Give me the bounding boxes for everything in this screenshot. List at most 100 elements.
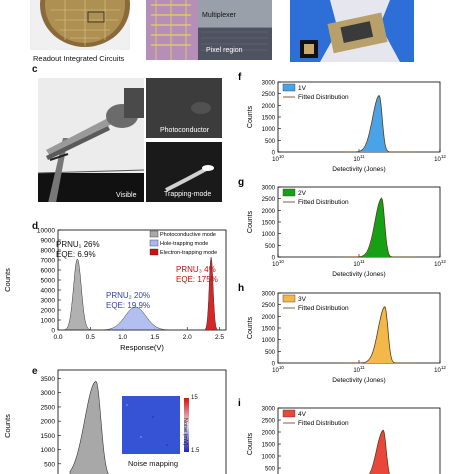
legend-label-3: Electron-trapping mode	[160, 250, 217, 256]
legend-swatch-3	[149, 248, 159, 256]
y-tick-label: 1000	[41, 318, 56, 325]
noise-map-texture	[122, 396, 180, 454]
x-axis-label: Response(V)	[120, 343, 164, 352]
y-tick-label: 3000	[262, 186, 276, 192]
y-tick-label: 500	[265, 244, 276, 250]
y-tick-label: 2500	[262, 303, 276, 309]
panel-d-ann3-eqe: EQE: 175%	[176, 275, 218, 284]
chart-g: g 0 500 1000 1500 2000 2500 3000 Counts 1010 1011 1…	[238, 177, 446, 278]
plot-frame	[277, 186, 441, 258]
panel-d-ann1-eqe: EQE: 6.9%	[56, 250, 96, 259]
panel-d-ann2-prnu: PRNU₂ 20%	[106, 291, 151, 300]
legend-main-label: 3V	[298, 296, 307, 303]
x-tick-label: 1010	[272, 259, 284, 268]
noise-mapping-label: Noise mapping	[128, 459, 179, 468]
wafer-caption: Readout Integrated Circuits	[33, 54, 125, 63]
panel-letter: i	[238, 398, 241, 409]
y-tick-label: 500	[44, 461, 55, 468]
x-tick-label: 0.0	[53, 334, 62, 341]
panel-letter: h	[238, 283, 244, 294]
tweezers-image	[38, 78, 144, 202]
y-tick-label: 10000	[37, 228, 55, 235]
y-tick-label: 4000	[41, 288, 56, 295]
y-tick-label: 2000	[262, 315, 276, 321]
panel-d-ann3-prnu: PRNU₃ 4%	[176, 265, 216, 274]
y-axis-label: Counts	[3, 268, 12, 292]
y-tick-label: 3000	[262, 81, 276, 87]
chart-f: f 0 500 1000 1500 2000 2500 3000 Counts 1010 1011 1…	[238, 72, 446, 173]
y-axis-label: Counts	[247, 316, 254, 339]
series-area-3	[58, 256, 226, 331]
legend-main-label: 2V	[298, 190, 307, 197]
y-axis-label: Counts	[247, 105, 254, 128]
chart-i: i 500 1000 1500 2000 2500 3000 Counts 4V Fitted D…	[238, 398, 441, 474]
chart-d: 0 1000 2000 3000 4000 5000 6000 7000 8000 9000 100…	[3, 228, 227, 352]
x-tick-label: 1010	[272, 365, 284, 374]
y-tick-label: 6000	[41, 268, 56, 275]
y-tick-label: 2500	[262, 92, 276, 98]
panel-d-ann2-eqe: EQE: 19.9%	[106, 301, 151, 310]
noise-histogram	[69, 381, 109, 474]
photoconductor-texture	[146, 78, 222, 138]
legend-fit-label: Fitted Distribution	[298, 420, 349, 427]
y-tick-label: 0	[272, 151, 276, 157]
y-tick-label: 3000	[41, 390, 56, 397]
x-tick-label: 2.5	[215, 334, 224, 341]
x-tick-label: 1011	[353, 154, 365, 163]
y-tick-label: 7000	[41, 258, 56, 265]
y-tick-label: 1000	[262, 455, 276, 461]
y-tick-label: 2000	[41, 419, 56, 426]
pixel-region-label: Pixel region	[206, 47, 243, 54]
trapping-image	[146, 142, 222, 202]
y-tick-label: 1500	[262, 116, 276, 122]
x-tick-label: 2.0	[183, 334, 192, 341]
y-tick-label: 2000	[262, 104, 276, 110]
wafer-photo	[30, 0, 130, 50]
y-tick-label: 500	[265, 139, 276, 145]
device-image	[290, 0, 414, 62]
y-tick-label: 500	[265, 350, 276, 356]
chip-photo	[146, 0, 272, 60]
y-axis-label: Counts	[3, 414, 12, 438]
y-tick-label: 1500	[41, 433, 56, 440]
panel-c-letter: c	[32, 64, 38, 75]
photoconductor-label: Photoconductor	[160, 127, 210, 134]
x-axis-label: Detectivity (Jones)	[332, 271, 385, 278]
histogram-area	[342, 305, 416, 363]
y-tick-label: 2500	[262, 197, 276, 203]
fitted-curve	[342, 198, 416, 258]
y-tick-label: 500	[265, 467, 276, 473]
x-axis-label: Detectivity (Jones)	[332, 166, 385, 173]
y-tick-label: 2500	[262, 419, 276, 425]
chart-h: h 0 500 1000 1500 2000 2500 3000 Counts 1010 1011 1…	[238, 283, 446, 384]
x-tick-label: 1.0	[118, 334, 127, 341]
y-tick-label: 1000	[262, 338, 276, 344]
y-tick-label: 9000	[41, 238, 56, 245]
noise-colorbar	[184, 398, 189, 452]
panel-c-visible-photo	[38, 78, 144, 202]
y-tick-label: 2000	[262, 209, 276, 215]
y-tick-label: 0	[272, 362, 276, 368]
y-tick-label: 2500	[41, 404, 56, 411]
photoconductor-image	[146, 78, 222, 138]
y-tick-label: 0	[272, 256, 276, 262]
x-tick-label: 1012	[434, 365, 446, 374]
plot-frame	[277, 292, 441, 364]
y-tick-label: 3000	[262, 407, 276, 413]
histogram-area	[342, 197, 416, 257]
histogram-area	[369, 429, 390, 474]
y-tick-label: 8000	[41, 248, 56, 255]
legend-fit-label: Fitted Distribution	[298, 199, 349, 206]
panel-letter: f	[238, 72, 242, 83]
fitted-curve	[368, 430, 390, 474]
y-tick-label: 2000	[262, 431, 276, 437]
colorbar-bottom-label: 1.5	[191, 448, 200, 454]
trapping-label: Trapping-mode	[164, 191, 212, 198]
x-axis-label: Detectivity (Jones)	[332, 377, 385, 384]
y-tick-label: 1000	[262, 232, 276, 238]
chip-image	[146, 0, 272, 60]
y-tick-label: 1500	[262, 327, 276, 333]
y-tick-label: 3500	[41, 376, 56, 383]
panel-letter: g	[238, 177, 244, 188]
